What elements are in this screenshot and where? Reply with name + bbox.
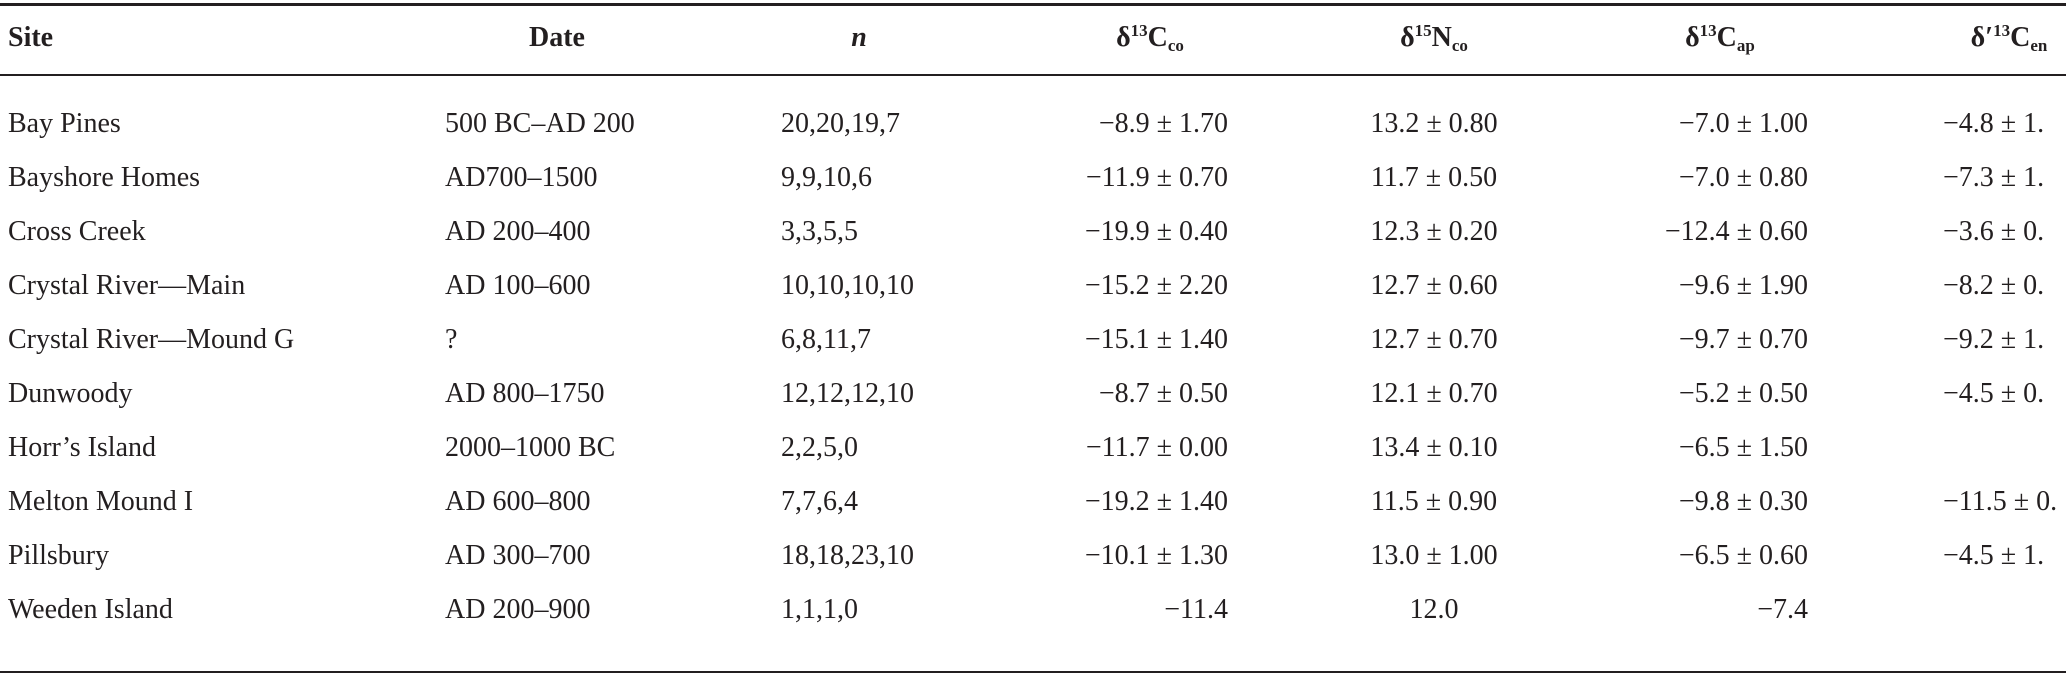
column-header: Site [8,22,54,53]
table-cell: −7.0 ± 0.80 [1678,162,1808,193]
header-sub: ap [1736,36,1755,55]
table-cell: 12,12,12,10 [781,378,914,409]
column-header: δ′13Cen [1970,21,2048,55]
table-cell: −4.8 ± 1. [1943,108,2045,139]
table-cell: 12.7 ± 0.60 [1370,270,1498,301]
table-cell: 500 BC–AD 200 [445,108,635,139]
header-sub: co [1167,36,1184,55]
table-cell: 13.0 ± 1.00 [1370,540,1498,571]
table-cell: 2,2,5,0 [781,432,858,463]
bottom-rule [0,671,2066,673]
table-cell: 20,20,19,7 [781,108,900,139]
table-cell: −10.1 ± 1.30 [1084,540,1228,571]
table-cell: −6.5 ± 0.60 [1678,540,1808,571]
column-header: δ13Cap [1685,21,1755,55]
table-cell: AD 300–700 [445,540,591,571]
table-cell: −11.4 [1164,594,1228,625]
table-cell: −8.7 ± 0.50 [1098,378,1228,409]
table-cell: 12.7 ± 0.70 [1370,324,1498,355]
table-cell: −7.4 [1757,594,1808,625]
site-name: Crystal River—Main [8,270,246,301]
table-cell: 13.4 ± 0.10 [1370,432,1498,463]
table-cell: −4.5 ± 1. [1943,540,2045,571]
table-cell: AD 200–900 [445,594,591,625]
table-cell: −4.5 ± 0. [1943,378,2045,409]
table-cell: 9,9,10,6 [781,162,872,193]
table-cell: −15.1 ± 1.40 [1084,324,1228,355]
table-cell: −19.2 ± 1.40 [1084,486,1228,517]
column-header: δ13Cco [1116,21,1184,55]
table-cell: 11.5 ± 0.90 [1370,486,1498,517]
table-cell: 12.3 ± 0.20 [1370,216,1498,247]
site-name: Weeden Island [8,594,173,625]
table-cell: −7.0 ± 1.00 [1678,108,1808,139]
table-cell: −5.2 ± 0.50 [1678,378,1808,409]
site-name: Bayshore Homes [8,162,201,193]
header-sub: en [2030,36,2048,55]
table-cell: −11.5 ± 0. [1943,486,2058,517]
table-cell: −15.2 ± 2.20 [1084,270,1228,301]
header-element: N [1431,22,1452,53]
table-cell: 12.0 [1409,594,1459,625]
header-rule [0,74,2066,76]
column-header: n [851,22,867,53]
table-cell: 10,10,10,10 [781,270,914,301]
table-cell: −9.6 ± 1.90 [1678,270,1808,301]
header-element: C [1716,22,1737,53]
header-sub: co [1451,36,1468,55]
table-cell: −19.9 ± 0.40 [1084,216,1228,247]
header-element: C [2010,22,2031,53]
table-cell: 2000–1000 BC [445,432,616,463]
header-element: C [1147,22,1168,53]
table-cell: 1,1,1,0 [781,594,858,625]
site-name: Cross Creek [8,216,146,247]
table-cell: AD700–1500 [445,162,598,193]
table-cell: −6.5 ± 1.50 [1678,432,1808,463]
table-cell: AD 200–400 [445,216,591,247]
table-cell: −8.9 ± 1.70 [1098,108,1228,139]
table-cell: −9.7 ± 0.70 [1678,324,1808,355]
table-cell: AD 100–600 [445,270,591,301]
column-header: δ15Nco [1400,21,1468,55]
table-cell: 18,18,23,10 [781,540,914,571]
header-symbol: δ [1685,22,1700,53]
site-name: Horr’s Island [8,432,157,463]
site-name: Dunwoody [8,378,133,409]
column-header: Date [529,22,585,53]
top-rule [0,3,2066,6]
header-sup: 13 [1993,21,2011,40]
site-name: Melton Mound I [8,486,194,517]
table-cell: −9.8 ± 0.30 [1678,486,1808,517]
header-symbol: δ′ [1970,22,1994,53]
table-cell: AD 800–1750 [445,378,605,409]
site-name: Pillsbury [8,540,110,571]
header-sup: 15 [1414,21,1432,40]
table-cell: ? [445,324,458,355]
site-name: Crystal River—Mound G [8,324,295,355]
header-sup: 13 [1699,21,1717,40]
header-sup: 13 [1130,21,1148,40]
header-symbol: δ [1116,22,1131,53]
table-cell: 11.7 ± 0.50 [1370,162,1498,193]
table-cell: −3.6 ± 0. [1943,216,2045,247]
table-cell: −11.9 ± 0.70 [1085,162,1228,193]
header-symbol: δ [1400,22,1415,53]
table-cell: 12.1 ± 0.70 [1370,378,1498,409]
table-cell: 7,7,6,4 [781,486,858,517]
table-cell: −11.7 ± 0.00 [1085,432,1228,463]
table-cell: −12.4 ± 0.60 [1664,216,1808,247]
table-cell: 13.2 ± 0.80 [1370,108,1498,139]
table-cell: AD 600–800 [445,486,591,517]
table-cell: −9.2 ± 1. [1943,324,2045,355]
table-cell: −7.3 ± 1. [1943,162,2045,193]
table-cell: −8.2 ± 0. [1943,270,2045,301]
table-cell: 3,3,5,5 [781,216,858,247]
site-name: Bay Pines [8,108,121,139]
table-cell: 6,8,11,7 [781,324,871,355]
